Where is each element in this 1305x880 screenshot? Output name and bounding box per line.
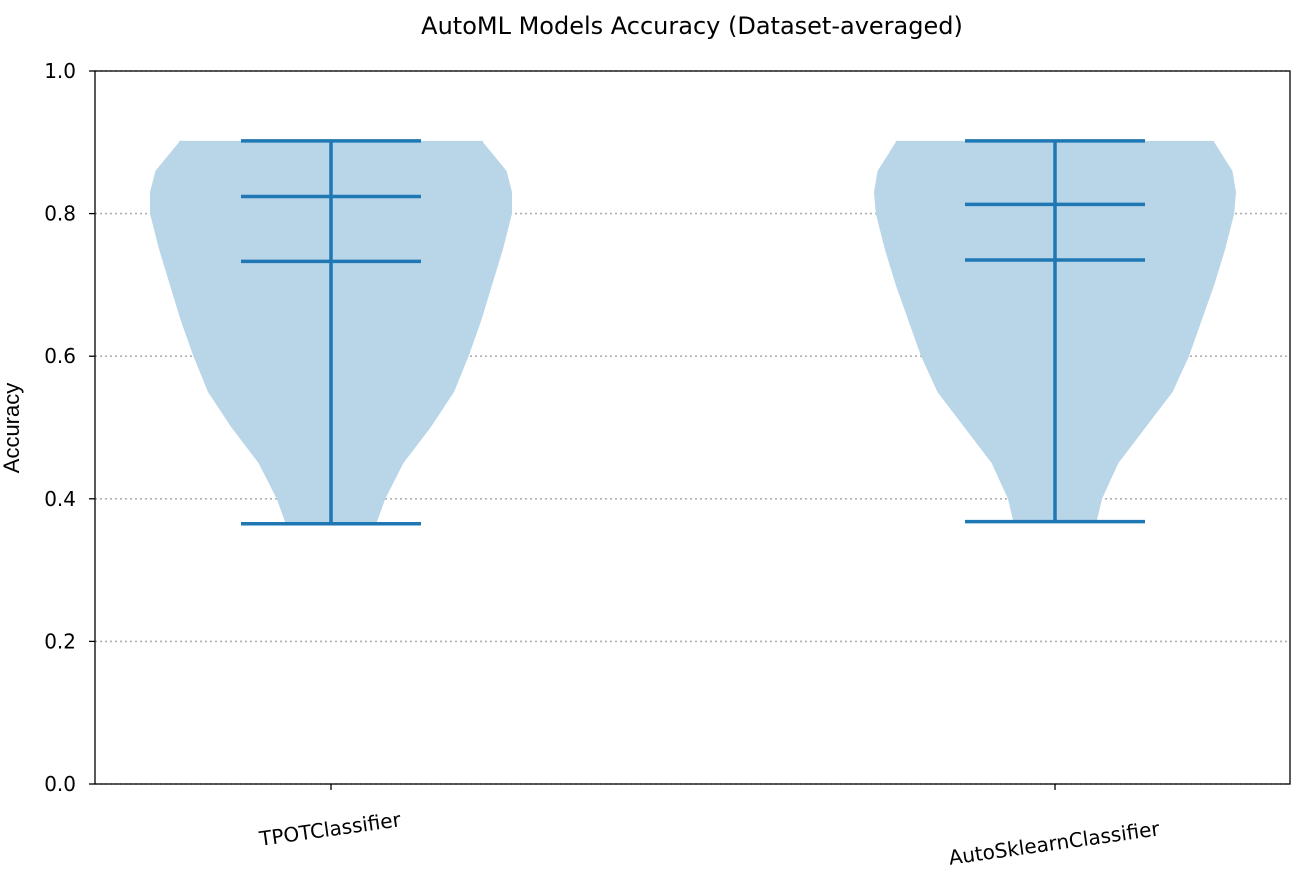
violin-layer: [150, 139, 1236, 526]
x-tick-label: TPOTClassifier: [257, 807, 403, 851]
x-tick-label: AutoSklearnClassifier: [947, 816, 1162, 869]
y-tick-label: 0.2: [44, 629, 76, 653]
y-tick-label: 0.8: [44, 202, 76, 226]
y-tick-label: 0.4: [44, 487, 76, 511]
plot-frame: [94, 70, 1291, 785]
y-tick-label: 0.6: [44, 344, 76, 368]
chart-title: AutoML Models Accuracy (Dataset-averaged…: [421, 12, 963, 40]
y-axis-label: Accuracy: [0, 383, 24, 473]
y-tick-label: 0.0: [44, 772, 76, 796]
y-tick-label: 1.0: [44, 59, 76, 83]
